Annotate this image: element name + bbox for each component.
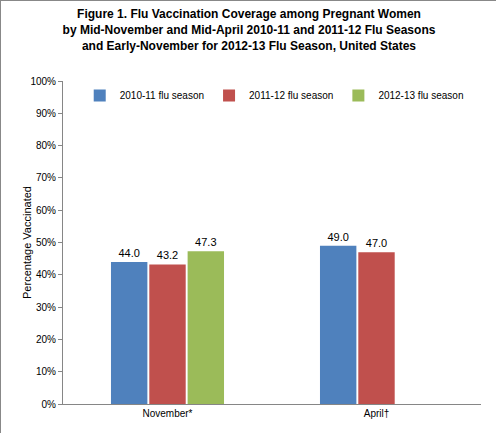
svg-text:November*: November* [142,408,192,419]
svg-text:April†: April† [364,408,390,419]
svg-text:40%: 40% [36,269,56,280]
svg-text:60%: 60% [36,205,56,216]
svg-text:47.3: 47.3 [195,236,216,248]
svg-text:50%: 50% [36,237,56,248]
svg-text:43.2: 43.2 [157,249,178,261]
svg-text:30%: 30% [36,302,56,313]
svg-text:70%: 70% [36,172,56,183]
svg-text:80%: 80% [36,140,56,151]
svg-text:2012-13 flu season: 2012-13 flu season [378,90,463,101]
svg-text:10%: 10% [36,366,56,377]
svg-text:49.0: 49.0 [327,231,348,243]
svg-text:44.0: 44.0 [118,247,139,259]
svg-text:2011-12 flu season: 2011-12 flu season [249,90,333,101]
svg-text:0%: 0% [42,399,57,410]
svg-text:Percentage Vaccinated: Percentage Vaccinated [21,186,33,299]
svg-text:100%: 100% [30,76,56,87]
svg-text:47.0: 47.0 [366,237,387,249]
svg-text:2010-11 flu season: 2010-11 flu season [120,90,204,101]
svg-text:20%: 20% [36,334,56,345]
svg-text:Figure 1. Flu Vaccination Cove: Figure 1. Flu Vaccination Coverage among… [63,7,436,52]
svg-text:90%: 90% [36,108,56,119]
